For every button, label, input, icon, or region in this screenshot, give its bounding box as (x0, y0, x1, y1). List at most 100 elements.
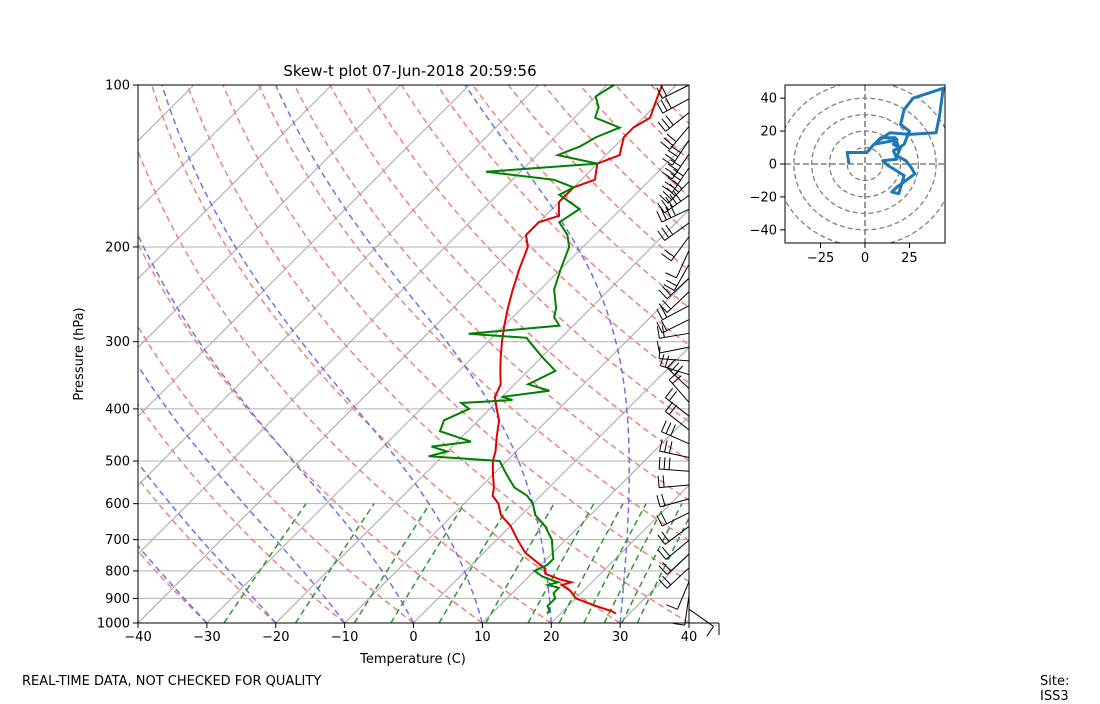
dry-adiabat (650, 85, 689, 125)
barb-flag (657, 549, 667, 560)
barb-flag (661, 227, 670, 238)
hodograph-y-tick-label: 40 (760, 92, 777, 107)
dry-adiabat (186, 85, 689, 623)
barb-staff (665, 539, 690, 560)
moist-adiabat (138, 364, 346, 623)
barb-flag (666, 133, 677, 143)
dry-adiabat (400, 85, 689, 385)
wind-barb (662, 139, 690, 166)
barb-flag (665, 422, 672, 434)
hodograph-x-tick-label: 25 (901, 251, 918, 266)
barb-flag (668, 390, 678, 402)
isotherm-line (413, 346, 689, 623)
wind-barb (657, 475, 690, 489)
wind-barb (656, 97, 690, 114)
barb-flag (660, 512, 668, 525)
barb-flag (663, 457, 666, 470)
barb-staff (659, 346, 690, 354)
dry-adiabat (138, 550, 208, 623)
dry-adiabat (329, 85, 689, 462)
wind-barb (657, 222, 690, 241)
y-tick-label: 1000 (97, 617, 130, 632)
wind-barb (657, 191, 690, 214)
y-tick-label: 800 (105, 564, 130, 579)
barb-flag (656, 308, 663, 320)
skewt-background-lines (138, 85, 689, 623)
hodograph-y-tick-label: −40 (750, 223, 777, 238)
barb-staff (677, 581, 690, 610)
barb-flag (664, 401, 674, 412)
barb-flag (657, 121, 666, 132)
barb-staff (659, 484, 690, 489)
moist-adiabat (138, 544, 208, 623)
wind-barb (664, 401, 690, 431)
hodograph-y-tick-label: 0 (769, 158, 777, 173)
barb-staff (669, 126, 690, 150)
isotherm-line (138, 85, 608, 555)
barb-flag (660, 141, 671, 150)
hodograph-line (845, 86, 945, 196)
mixing-ratio-line (353, 503, 431, 623)
wind-barb (661, 167, 690, 194)
wind-barb (656, 512, 690, 527)
barb-flag (661, 546, 671, 557)
dry-adiabat (222, 85, 689, 583)
hodograph-x-tick-label: 0 (861, 251, 869, 266)
skewt-profiles (428, 85, 664, 615)
barb-flag (662, 171, 673, 180)
wind-barb (659, 439, 690, 458)
barb-flag (659, 354, 665, 366)
wind-barb (663, 264, 690, 291)
barb-flag (658, 303, 668, 313)
moist-adiabat (161, 85, 484, 623)
skewt-plot-frame (137, 84, 690, 624)
barb-flag (656, 515, 663, 527)
barb-flag (664, 387, 674, 398)
barb-flag (670, 173, 681, 181)
barb-flag (662, 158, 673, 166)
barb-flag (669, 204, 676, 216)
barb-flag (656, 210, 663, 223)
dry-adiabat (579, 85, 689, 198)
barb-flag (670, 159, 681, 167)
barb-flag (658, 456, 661, 469)
dry-adiabat (436, 85, 689, 347)
x-tick-label: −10 (331, 630, 358, 645)
x-axis-label: Temperature (C) (359, 652, 466, 667)
hodograph-y-tick-label: 20 (760, 125, 777, 140)
barb-flag (667, 149, 679, 158)
barb-flag (657, 475, 660, 488)
wind-barb (657, 112, 690, 132)
wind-barb (665, 250, 690, 279)
skewt-axes: −40 −30 −20 −10 0 10 20 30 40 1000 900 800 700 600 500… (97, 79, 697, 646)
isotherm-line (206, 140, 689, 623)
dry-adiabat (138, 402, 346, 623)
barb-flag (661, 185, 673, 194)
wind-barb (659, 354, 690, 376)
wind-barb (672, 595, 690, 626)
barb-flag (668, 441, 673, 454)
mixing-ratio-line (621, 503, 683, 623)
isotherm-line (138, 85, 539, 486)
barb-staff (684, 595, 690, 626)
wind-barb (661, 236, 690, 262)
moist-adiabat (274, 85, 553, 623)
dry-adiabat (138, 242, 483, 623)
barb-flag (664, 249, 675, 258)
y-tick-label: 100 (105, 79, 130, 94)
wind-barb (656, 84, 690, 99)
mixing-ratio-line (438, 503, 511, 623)
barb-staff (688, 608, 714, 627)
x-tick-label: 40 (681, 630, 698, 645)
barb-flag (661, 531, 670, 542)
x-tick-label: 10 (474, 630, 491, 645)
barb-flag (656, 495, 661, 508)
hodograph-axes: −25 0 25 40 20 0 −20 −40 (750, 92, 918, 266)
wind-barb (656, 319, 690, 334)
barb-staff (661, 319, 690, 334)
x-tick-label: 20 (543, 630, 560, 645)
y-tick-label: 600 (105, 497, 130, 512)
isotherm-line (482, 415, 689, 623)
y-axis-label: Pressure (hPa) (72, 307, 87, 400)
barb-flag (661, 118, 670, 129)
